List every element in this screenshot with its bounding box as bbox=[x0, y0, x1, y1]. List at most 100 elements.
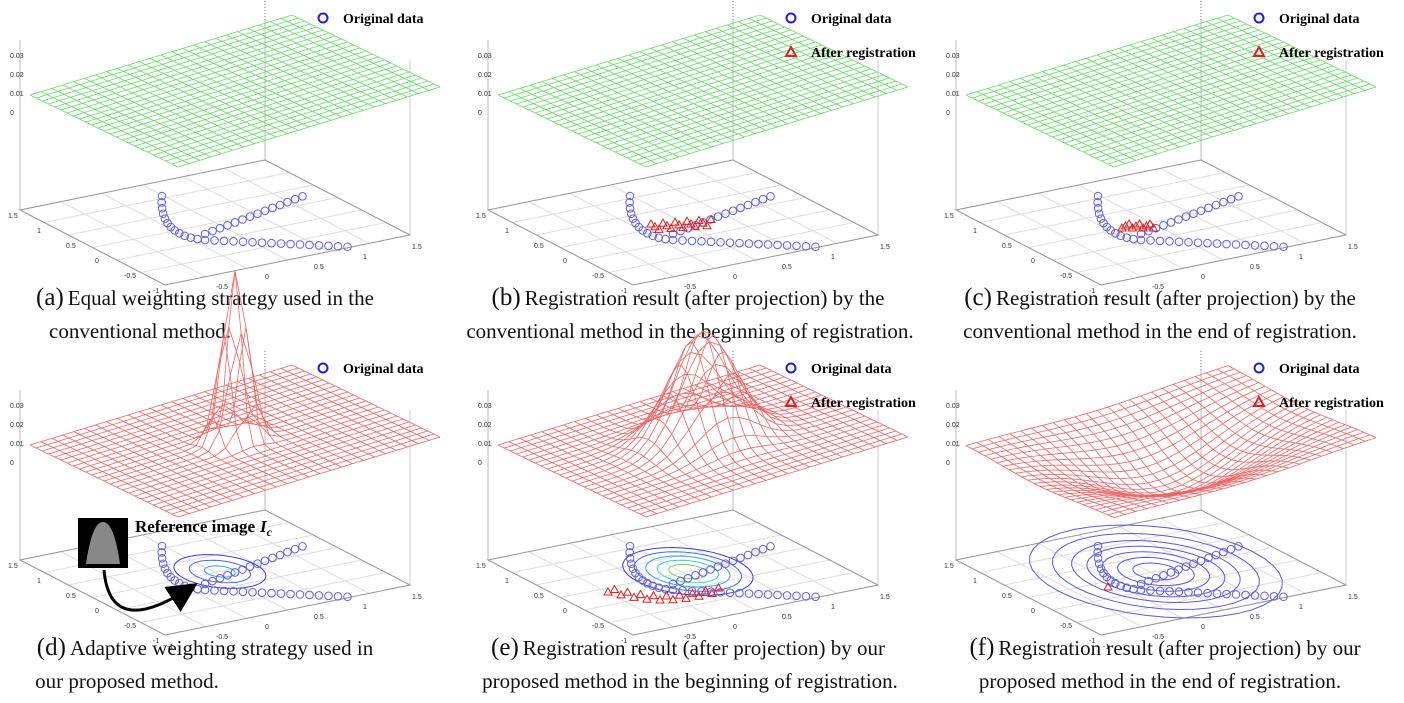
data-point bbox=[793, 242, 801, 250]
x-tick-label: 1.5 bbox=[412, 594, 422, 601]
data-point bbox=[299, 193, 307, 201]
y-tick-label: -0.5 bbox=[592, 273, 604, 280]
data-point bbox=[261, 557, 269, 565]
registered-point bbox=[659, 219, 667, 226]
x-tick-label: 0 bbox=[733, 274, 737, 281]
y-tick-label: 1 bbox=[973, 228, 977, 235]
y-tick-label: -0.5 bbox=[124, 623, 136, 630]
legend-marker bbox=[319, 14, 328, 23]
x-tick-label: 1 bbox=[363, 604, 367, 611]
x-tick-label: 0.5 bbox=[782, 264, 792, 271]
legend-label: Original data bbox=[343, 12, 424, 27]
caption-text: Registration result (after projection) b… bbox=[996, 286, 1356, 310]
y-tick-label: -0.5 bbox=[124, 273, 136, 280]
data-point bbox=[246, 563, 254, 571]
legend-label: Original data bbox=[811, 362, 892, 377]
surface-mesh bbox=[86, 392, 348, 472]
data-point bbox=[1194, 239, 1202, 247]
data-point bbox=[1223, 240, 1231, 248]
x-tick-label: 0.5 bbox=[782, 614, 792, 621]
x-tick-label: 1 bbox=[831, 604, 835, 611]
caption-text: Registration result (after projection) b… bbox=[998, 636, 1360, 660]
surface-mesh bbox=[1083, 72, 1345, 152]
data-point bbox=[629, 215, 637, 223]
surface-mesh bbox=[716, 378, 864, 450]
z-tick-label: 0.02 bbox=[10, 72, 24, 79]
legend-label: After registration bbox=[811, 396, 916, 411]
data-point bbox=[726, 239, 734, 247]
surface-mesh bbox=[153, 75, 415, 155]
caption-label: (c) bbox=[964, 284, 992, 311]
registered-point bbox=[637, 590, 645, 597]
surface-mesh bbox=[141, 69, 403, 149]
legend-label: Original data bbox=[1279, 362, 1360, 377]
surface-mesh bbox=[591, 60, 853, 140]
data-point bbox=[698, 238, 706, 246]
z-tick-label: 0.02 bbox=[946, 422, 960, 429]
registered-point bbox=[647, 220, 655, 227]
y-tick-label: 0.5 bbox=[1002, 243, 1012, 250]
z-tick-label: 0.01 bbox=[10, 441, 24, 448]
data-point bbox=[1175, 238, 1183, 246]
y-tick-label: 1 bbox=[973, 578, 977, 585]
x-tick-label: 0.5 bbox=[314, 264, 324, 271]
surface-mesh bbox=[609, 69, 871, 149]
x-tick-label: 0 bbox=[733, 624, 737, 631]
caption-label: (b) bbox=[492, 284, 521, 311]
legend-label: Original data bbox=[811, 12, 892, 27]
z-tick-label: 0.03 bbox=[946, 53, 960, 60]
registered-point bbox=[656, 596, 664, 603]
panel: 0.030.020.0101.510.50-0.5-1-1-0.500.511.… bbox=[8, 0, 440, 301]
data-point bbox=[627, 210, 635, 218]
z-tick-label: 0.01 bbox=[946, 91, 960, 98]
y-tick-label: 1.5 bbox=[476, 563, 486, 570]
surface-mesh bbox=[1059, 60, 1321, 140]
data-point bbox=[194, 235, 202, 243]
data-point bbox=[744, 201, 752, 209]
caption-text: Adaptive weighting strategy used in bbox=[70, 636, 374, 660]
caption-text: Equal weighting strategy used in the bbox=[68, 286, 374, 310]
data-point bbox=[161, 565, 169, 573]
surface-mesh bbox=[116, 57, 378, 137]
surface-mesh bbox=[1032, 428, 1180, 500]
caption-line: conventional method. bbox=[49, 319, 231, 343]
surface-mesh bbox=[178, 87, 440, 167]
x-tick-label: 1 bbox=[363, 254, 367, 261]
data-point bbox=[258, 589, 266, 597]
surface-mesh bbox=[129, 63, 391, 143]
data-point bbox=[239, 588, 247, 596]
x-tick-label: 0.5 bbox=[1250, 264, 1260, 271]
panel: 0.030.020.0101.510.50-0.5-1-1-0.500.511.… bbox=[944, 350, 1384, 651]
surface-mesh bbox=[640, 434, 902, 514]
z-tick-label: 0 bbox=[946, 460, 950, 467]
data-point bbox=[325, 592, 333, 600]
surface-mesh bbox=[1065, 63, 1327, 143]
legend-label: After registration bbox=[1279, 396, 1384, 411]
y-tick-label: 0 bbox=[95, 258, 99, 265]
x-tick-label: 1 bbox=[1299, 604, 1303, 611]
data-point bbox=[1261, 242, 1269, 250]
surface-mesh bbox=[141, 419, 403, 499]
legend-marker bbox=[1255, 364, 1264, 373]
data-point bbox=[707, 238, 715, 246]
surface-mesh bbox=[547, 389, 809, 469]
caption-line: (d)Adaptive weighting strategy used in bbox=[37, 634, 374, 661]
floor-grid bbox=[1160, 168, 1305, 243]
caption-label: (d) bbox=[37, 634, 66, 661]
data-point bbox=[334, 243, 342, 251]
data-point bbox=[276, 201, 284, 209]
data-point bbox=[755, 590, 763, 598]
data-point bbox=[802, 593, 810, 601]
surface-mesh bbox=[634, 431, 896, 511]
surface-mesh bbox=[966, 366, 1228, 446]
caption-label: (e) bbox=[491, 634, 519, 661]
data-point bbox=[158, 555, 166, 563]
legend-marker bbox=[787, 364, 796, 373]
y-tick-label: 0.5 bbox=[1002, 593, 1012, 600]
data-point bbox=[1227, 195, 1235, 203]
y-tick-label: 0.5 bbox=[66, 243, 76, 250]
legend-marker bbox=[1255, 14, 1264, 23]
data-point bbox=[299, 543, 307, 551]
surface-mesh bbox=[1089, 75, 1351, 155]
x-tick-label: 1.5 bbox=[880, 244, 890, 251]
